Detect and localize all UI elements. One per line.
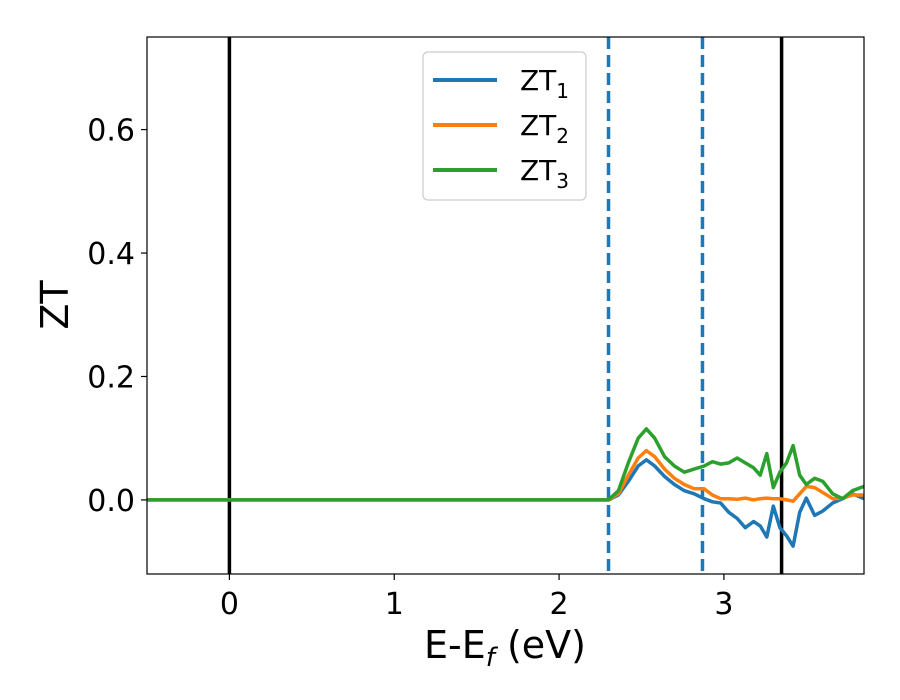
legend: ZT1 ZT2 ZT3 <box>422 51 587 201</box>
vertical-lines <box>227 37 784 574</box>
x-tick-label-0: 0 <box>220 587 239 622</box>
series-line-2 <box>147 448 864 503</box>
y-tick-label-0: 0.0 <box>87 484 135 519</box>
legend-label-3: ZT3 <box>520 154 569 193</box>
series-lines <box>147 427 864 548</box>
y-axis-ticks: 0.0 0.2 0.4 0.6 <box>87 114 147 519</box>
x-tick-label-1: 1 <box>385 587 404 622</box>
legend-frame <box>422 51 587 201</box>
y-tick-label-2: 0.4 <box>87 237 135 272</box>
legend-label-2: ZT2 <box>520 109 569 148</box>
legend-label-1: ZT1 <box>520 64 569 103</box>
x-tick-label-3: 3 <box>714 587 733 622</box>
x-axis-ticks: 0 1 2 3 <box>220 574 733 622</box>
y-tick-label-1: 0.2 <box>87 360 135 395</box>
series-line-1 <box>147 458 864 548</box>
y-axis-title: ZT <box>33 280 77 330</box>
y-tick-label-3: 0.6 <box>87 114 135 149</box>
series-line-3 <box>147 427 864 502</box>
x-axis-title: E-Ef (eV) <box>424 623 586 673</box>
plot-frame <box>146 36 865 575</box>
x-tick-label-2: 2 <box>550 587 569 622</box>
